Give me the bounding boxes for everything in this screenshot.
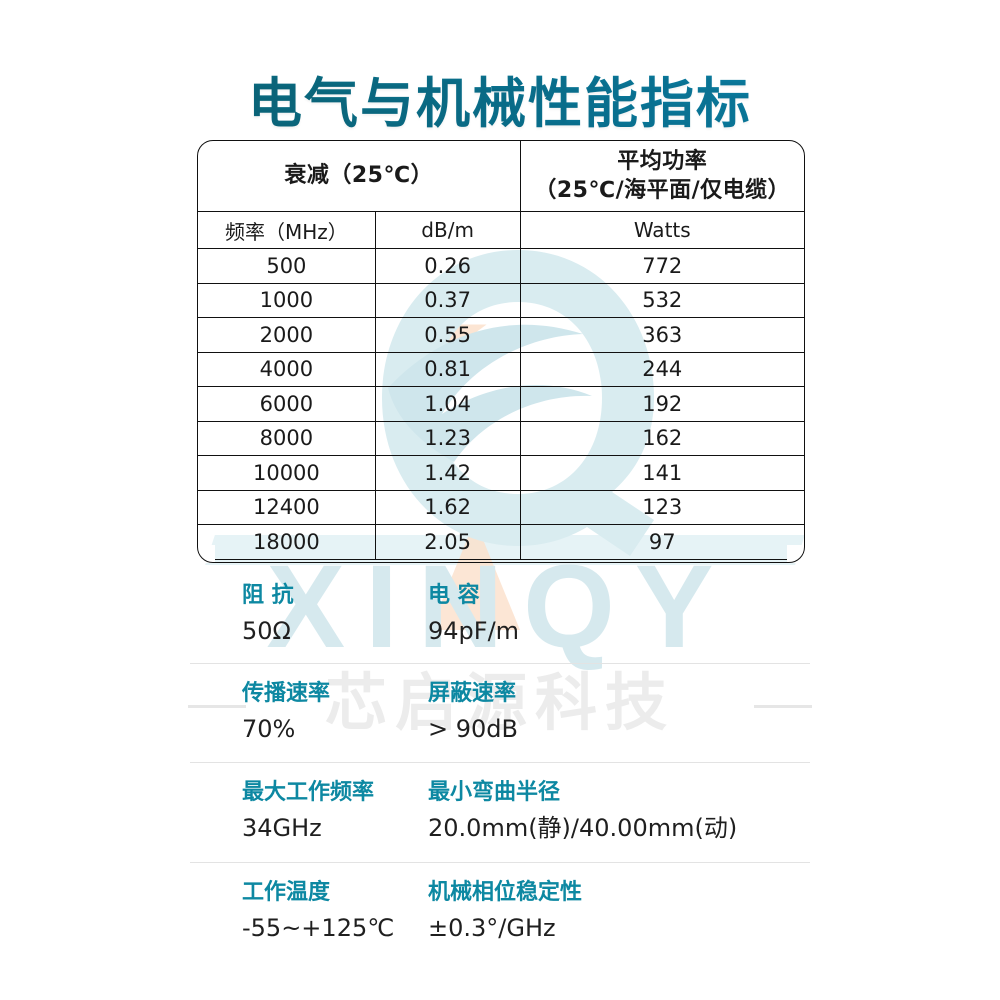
cell-watts: 363 [519, 317, 805, 353]
cell-frequency: 4000 [197, 351, 376, 387]
cell-db-per-m: 0.37 [374, 282, 521, 318]
cell-frequency: 6000 [197, 386, 376, 422]
spec-item-left: 最大工作频率 34GHz [190, 777, 428, 846]
table-row: 10000 1.42 141 [197, 455, 805, 491]
table-row: 500 0.26 772 [197, 248, 805, 284]
spec-row-columns: 工作温度 -55~+125℃ 机械相位稳定性 ±0.3°/GHz [190, 877, 810, 946]
spec-value: 94pF/m [428, 616, 520, 645]
spec-label: 电 容 [428, 583, 480, 608]
spec-value: > 90dB [428, 714, 518, 743]
table-corner-mask-top-left [197, 140, 215, 158]
table-group-header-average-power: 平均功率 （25℃/海平面/仅电缆） [519, 140, 805, 212]
cell-watts: 123 [519, 489, 805, 525]
spec-item-left: 阻 抗 50Ω [190, 580, 428, 649]
attenuation-power-table: 衰减（25℃） 平均功率 （25℃/海平面/仅电缆） 频率（MHz） dB/m … [197, 140, 805, 560]
spec-item-left: 工作温度 -55~+125℃ [190, 877, 428, 946]
cell-db-per-m: 1.62 [374, 489, 521, 525]
spec-row-columns: 传播速率 70% 屏蔽速率 > 90dB [190, 678, 810, 747]
cell-frequency: 10000 [197, 455, 376, 491]
table-group-header-attenuation: 衰减（25℃） [197, 140, 521, 212]
spec-value: ±0.3°/GHz [428, 913, 556, 942]
cell-frequency: 18000 [197, 524, 376, 560]
spec-row: 最大工作频率 34GHz 最小弯曲半径 20.0mm(静)/40.00mm(动) [190, 762, 810, 862]
cell-watts: 141 [519, 455, 805, 491]
spec-item-right: 最小弯曲半径 20.0mm(静)/40.00mm(动) [428, 777, 810, 846]
column-header-db-per-m: dB/m [374, 211, 521, 249]
spec-value: 70% [242, 714, 296, 743]
cell-frequency: 12400 [197, 489, 376, 525]
spec-label: 机械相位稳定性 [428, 880, 583, 906]
cell-frequency: 2000 [197, 317, 376, 353]
cell-watts: 532 [519, 282, 805, 318]
spec-value: -55~+125℃ [242, 913, 395, 942]
spec-item-left: 传播速率 70% [190, 678, 428, 747]
cell-db-per-m: 0.55 [374, 317, 521, 353]
spec-value: 20.0mm(静)/40.00mm(动) [428, 814, 738, 843]
cell-db-per-m: 2.05 [374, 524, 521, 560]
group-header-line1: 平均功率 [617, 148, 708, 174]
table-row: 12400 1.62 123 [197, 489, 805, 525]
table-corner-mask-top-right [787, 140, 805, 158]
cell-db-per-m: 0.26 [374, 248, 521, 284]
table-column-header-row: 频率（MHz） dB/m Watts [197, 211, 805, 249]
spec-label: 传播速率 [242, 680, 331, 706]
cell-watts: 162 [519, 420, 805, 456]
cell-watts: 244 [519, 351, 805, 387]
spec-value: 50Ω [242, 616, 291, 645]
table-head: 衰减（25℃） 平均功率 （25℃/海平面/仅电缆） 频率（MHz） dB/m … [197, 140, 805, 249]
column-header-frequency: 频率（MHz） [197, 211, 376, 249]
spec-item-right: 电 容 94pF/m [428, 580, 810, 649]
table-body: 500 0.26 772 1000 0.37 532 2000 0.55 363 4000 0.81… [197, 248, 805, 560]
cell-frequency: 1000 [197, 282, 376, 318]
spec-item-right: 机械相位稳定性 ±0.3°/GHz [428, 877, 810, 946]
cell-frequency: 8000 [197, 420, 376, 456]
cell-db-per-m: 1.23 [374, 420, 521, 456]
table-group-header-row: 衰减（25℃） 平均功率 （25℃/海平面/仅电缆） [197, 140, 805, 212]
spec-row: 阻 抗 50Ω 电 容 94pF/m [190, 568, 810, 663]
spec-label: 阻 抗 [242, 583, 294, 608]
table-row: 6000 1.04 192 [197, 386, 805, 422]
spec-row-columns: 阻 抗 50Ω 电 容 94pF/m [190, 580, 810, 649]
spec-row-columns: 最大工作频率 34GHz 最小弯曲半径 20.0mm(静)/40.00mm(动) [190, 777, 810, 846]
spec-row: 传播速率 70% 屏蔽速率 > 90dB [190, 662, 810, 763]
page-title: 电气与机械性能指标 [0, 74, 1000, 134]
cell-db-per-m: 1.42 [374, 455, 521, 491]
cell-db-per-m: 0.81 [374, 351, 521, 387]
spec-label: 最小弯曲半径 [428, 780, 561, 806]
table-row: 4000 0.81 244 [197, 351, 805, 387]
spec-label: 最大工作频率 [242, 780, 375, 806]
cell-frequency: 500 [197, 248, 376, 284]
spec-value: 34GHz [242, 814, 322, 843]
spec-label: 工作温度 [242, 880, 331, 906]
table-row: 18000 2.05 97 [197, 524, 805, 560]
cell-watts: 97 [519, 524, 805, 560]
column-header-watts: Watts [519, 211, 805, 249]
table-row: 2000 0.55 363 [197, 317, 805, 353]
cell-watts: 772 [519, 248, 805, 284]
table-corner-mask-bottom-right [787, 545, 805, 563]
cell-watts: 192 [519, 386, 805, 422]
spec-label: 屏蔽速率 [428, 680, 517, 706]
spec-list: 阻 抗 50Ω 电 容 94pF/m 传播速率 70% 屏蔽速率 > 90dB 最大工作频率 34… [0, 568, 1000, 962]
table-row: 1000 0.37 532 [197, 282, 805, 318]
spec-item-right: 屏蔽速率 > 90dB [428, 678, 810, 747]
table-corner-mask-bottom-left [197, 545, 215, 563]
group-header-line2: （25℃/海平面/仅电缆） [534, 178, 791, 203]
table-row: 8000 1.23 162 [197, 420, 805, 456]
cell-db-per-m: 1.04 [374, 386, 521, 422]
spec-row: 工作温度 -55~+125℃ 机械相位稳定性 ±0.3°/GHz [190, 862, 810, 962]
